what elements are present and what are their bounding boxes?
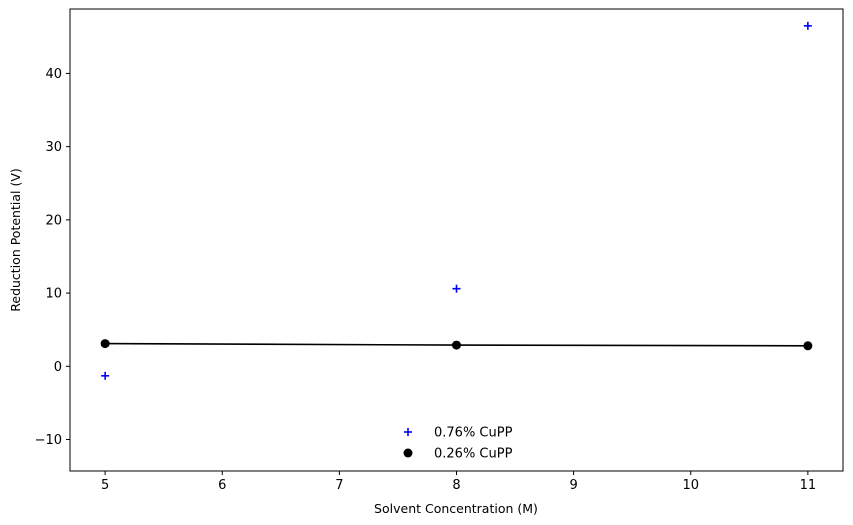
y-axis-ticks: −10 0 10 20 30 40 [35, 67, 70, 448]
data-point-plus [452, 284, 461, 293]
legend: 0.76% CuPP 0.26% CuPP [403, 426, 513, 462]
x-axis-ticks: 5 6 7 8 9 10 11 [101, 471, 816, 493]
data-point-circle [452, 340, 461, 350]
x-tick-label: 10 [682, 478, 699, 493]
data-point-circle [803, 341, 813, 351]
data-point-plus [101, 371, 110, 380]
data-point-plus [803, 21, 812, 30]
y-tick-label: 20 [45, 213, 62, 228]
legend-item: 0.76% CuPP [404, 426, 513, 441]
y-tick-label: −10 [35, 433, 62, 448]
plot-area [69, 8, 844, 472]
y-axis-label: Reduction Potential (V) [8, 168, 23, 312]
y-tick-label: 40 [45, 67, 62, 82]
legend-circle-marker [403, 448, 413, 458]
x-tick-label: 8 [452, 478, 460, 493]
x-tick-label: 9 [569, 478, 577, 493]
legend-label: 0.76% CuPP [434, 426, 513, 441]
x-tick-label: 5 [101, 478, 109, 493]
y-tick-label: 30 [45, 140, 62, 155]
series-layer [100, 21, 813, 380]
legend-item: 0.26% CuPP [403, 447, 513, 462]
y-tick-label: 0 [54, 360, 62, 375]
y-tick-label: 10 [45, 287, 62, 302]
legend-label: 0.26% CuPP [434, 447, 513, 462]
x-tick-label: 7 [335, 478, 343, 493]
x-tick-label: 6 [218, 478, 226, 493]
legend-plus-marker [404, 428, 412, 436]
data-point-circle [100, 339, 110, 349]
x-tick-label: 11 [800, 478, 817, 493]
x-axis-label: Solvent Concentration (M) [374, 501, 538, 516]
